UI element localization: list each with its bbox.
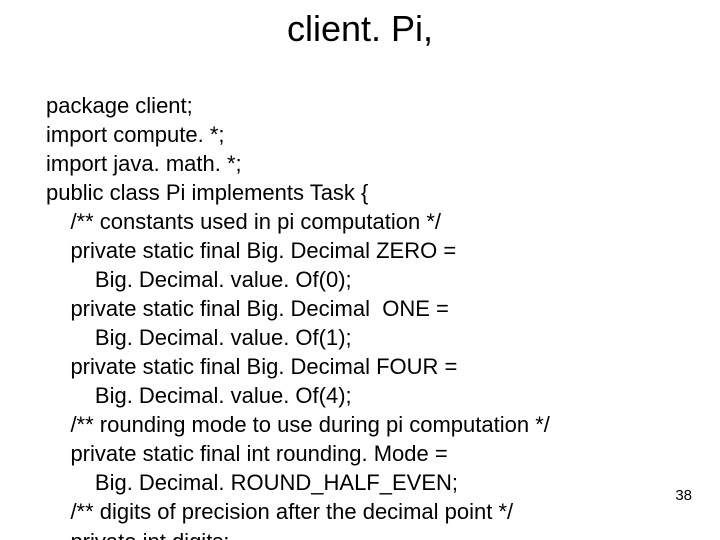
page-number: 38 xyxy=(675,487,692,504)
code-line: private int digits; xyxy=(46,529,229,540)
code-block: package client; import compute. *; impor… xyxy=(0,62,720,540)
code-line: package client; xyxy=(46,93,193,118)
code-line: public class Pi implements Task { xyxy=(46,180,368,205)
code-line: Big. Decimal. value. Of(4); xyxy=(46,383,352,408)
code-line: /** constants used in pi computation */ xyxy=(46,209,441,234)
code-line: Big. Decimal. value. Of(0); xyxy=(46,267,352,292)
code-line: private static final Big. Decimal FOUR = xyxy=(46,354,457,379)
code-line: /** rounding mode to use during pi compu… xyxy=(46,412,550,437)
slide: client. Pi, package client; import compu… xyxy=(0,8,720,540)
code-line: import java. math. *; xyxy=(46,151,242,176)
slide-title: client. Pi, xyxy=(0,8,720,50)
code-line: private static final int rounding. Mode … xyxy=(46,441,448,466)
code-line: Big. Decimal. value. Of(1); xyxy=(46,325,352,350)
code-line: private static final Big. Decimal ZERO = xyxy=(46,238,456,263)
code-line: /** digits of precision after the decima… xyxy=(46,499,513,524)
code-line: import compute. *; xyxy=(46,122,225,147)
code-line: private static final Big. Decimal ONE = xyxy=(46,296,449,321)
code-line: Big. Decimal. ROUND_HALF_EVEN; xyxy=(46,470,458,495)
